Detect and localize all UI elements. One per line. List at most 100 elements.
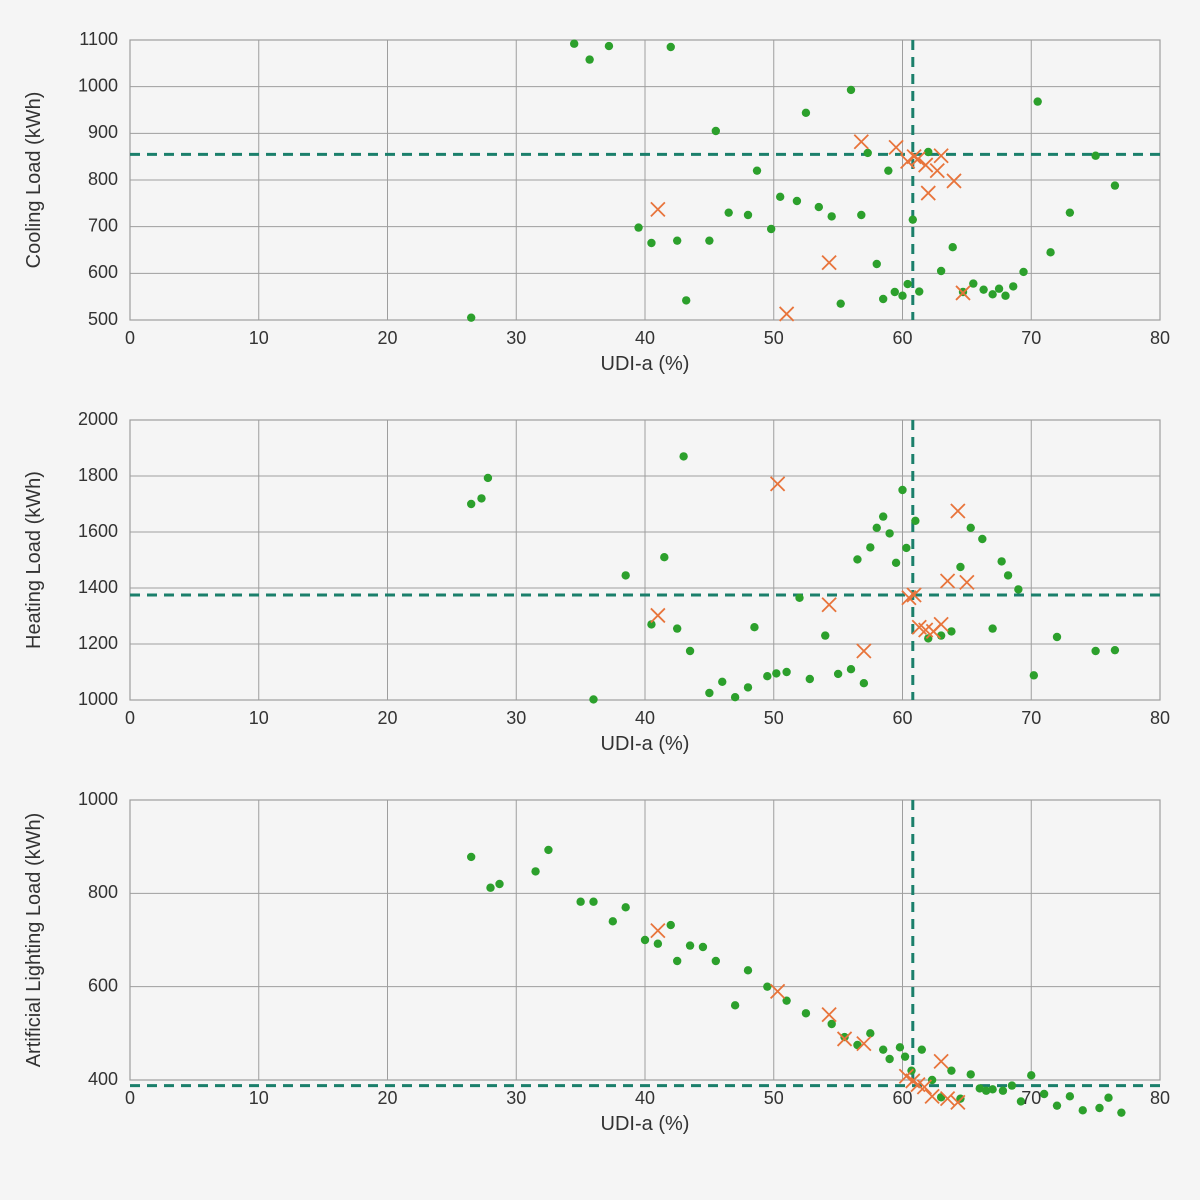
data-point	[486, 884, 494, 892]
data-point	[667, 921, 675, 929]
data-point	[802, 109, 810, 117]
data-point	[1027, 1071, 1035, 1079]
y-tick-label: 1100	[79, 29, 118, 49]
data-point	[857, 211, 865, 219]
data-point	[896, 1043, 904, 1051]
y-tick-label: 1600	[78, 521, 118, 541]
data-point	[924, 148, 932, 156]
x-tick-label: 60	[892, 708, 912, 728]
data-point	[589, 695, 597, 703]
data-point	[1079, 1106, 1087, 1114]
x-tick-label: 10	[249, 1088, 269, 1108]
data-point	[902, 544, 910, 552]
x-tick-label: 40	[635, 708, 655, 728]
data-point	[1066, 208, 1074, 216]
data-point	[1095, 1104, 1103, 1112]
x-tick-label: 80	[1150, 328, 1170, 348]
data-point	[647, 239, 655, 247]
data-point	[621, 571, 629, 579]
data-point	[898, 292, 906, 300]
x-tick-label: 60	[892, 328, 912, 348]
data-point	[589, 898, 597, 906]
y-tick-label: 1000	[78, 75, 118, 95]
data-point	[915, 287, 923, 295]
data-point	[827, 212, 835, 220]
data-point	[767, 225, 775, 233]
data-point	[911, 517, 919, 525]
data-point	[873, 260, 881, 268]
x-tick-label: 80	[1150, 1088, 1170, 1108]
data-point	[847, 86, 855, 94]
y-tick-label: 900	[88, 122, 118, 142]
data-point	[898, 486, 906, 494]
data-point	[772, 669, 780, 677]
x-tick-label: 0	[125, 1088, 135, 1108]
data-point	[847, 665, 855, 673]
data-point	[1009, 282, 1017, 290]
data-point	[705, 236, 713, 244]
data-point	[837, 299, 845, 307]
data-point	[654, 940, 662, 948]
x-tick-label: 20	[377, 328, 397, 348]
data-point	[753, 166, 761, 174]
data-point	[705, 689, 713, 697]
data-point	[879, 1045, 887, 1053]
data-point	[763, 672, 771, 680]
data-point	[750, 623, 758, 631]
data-point	[712, 127, 720, 135]
data-point	[885, 529, 893, 537]
y-tick-label: 1000	[78, 789, 118, 809]
data-point	[605, 42, 613, 50]
data-point	[988, 290, 996, 298]
data-point	[967, 524, 975, 532]
data-point	[744, 211, 752, 219]
data-point	[806, 675, 814, 683]
y-axis-label: Heating Load (kWh)	[23, 471, 45, 649]
x-tick-label: 30	[506, 328, 526, 348]
data-point	[724, 208, 732, 216]
y-axis-label: Artificial Lighting Load (kWh)	[23, 813, 45, 1068]
data-point	[1053, 1101, 1061, 1109]
data-point	[956, 563, 964, 571]
data-point	[891, 288, 899, 296]
data-point	[879, 295, 887, 303]
data-point	[1091, 647, 1099, 655]
data-point	[988, 1085, 996, 1093]
data-point	[731, 693, 739, 701]
x-tick-label: 40	[635, 328, 655, 348]
data-point	[1046, 248, 1054, 256]
data-point	[802, 1009, 810, 1017]
data-point	[1004, 571, 1012, 579]
data-point	[1091, 152, 1099, 160]
data-point	[979, 285, 987, 293]
data-point	[901, 1052, 909, 1060]
data-point	[1008, 1081, 1016, 1089]
data-point	[978, 535, 986, 543]
data-point	[744, 683, 752, 691]
data-point	[1111, 181, 1119, 189]
data-point	[918, 1045, 926, 1053]
data-point	[864, 149, 872, 157]
y-tick-label: 500	[88, 309, 118, 329]
x-tick-label: 20	[377, 1088, 397, 1108]
y-tick-label: 400	[88, 1069, 118, 1089]
data-point	[699, 943, 707, 951]
data-point	[682, 296, 690, 304]
data-point	[731, 1001, 739, 1009]
data-point	[999, 1087, 1007, 1095]
x-tick-label: 50	[764, 708, 784, 728]
x-axis-label: UDI-a (%)	[601, 1113, 690, 1135]
data-point	[1066, 1092, 1074, 1100]
data-point	[679, 452, 687, 460]
data-point	[1053, 633, 1061, 641]
data-point	[477, 494, 485, 502]
data-point	[1014, 585, 1022, 593]
data-point	[673, 624, 681, 632]
x-tick-label: 80	[1150, 708, 1170, 728]
data-point	[621, 903, 629, 911]
y-tick-label: 1400	[78, 577, 118, 597]
data-point	[949, 243, 957, 251]
data-point	[467, 853, 475, 861]
x-tick-label: 0	[125, 328, 135, 348]
data-point	[782, 668, 790, 676]
